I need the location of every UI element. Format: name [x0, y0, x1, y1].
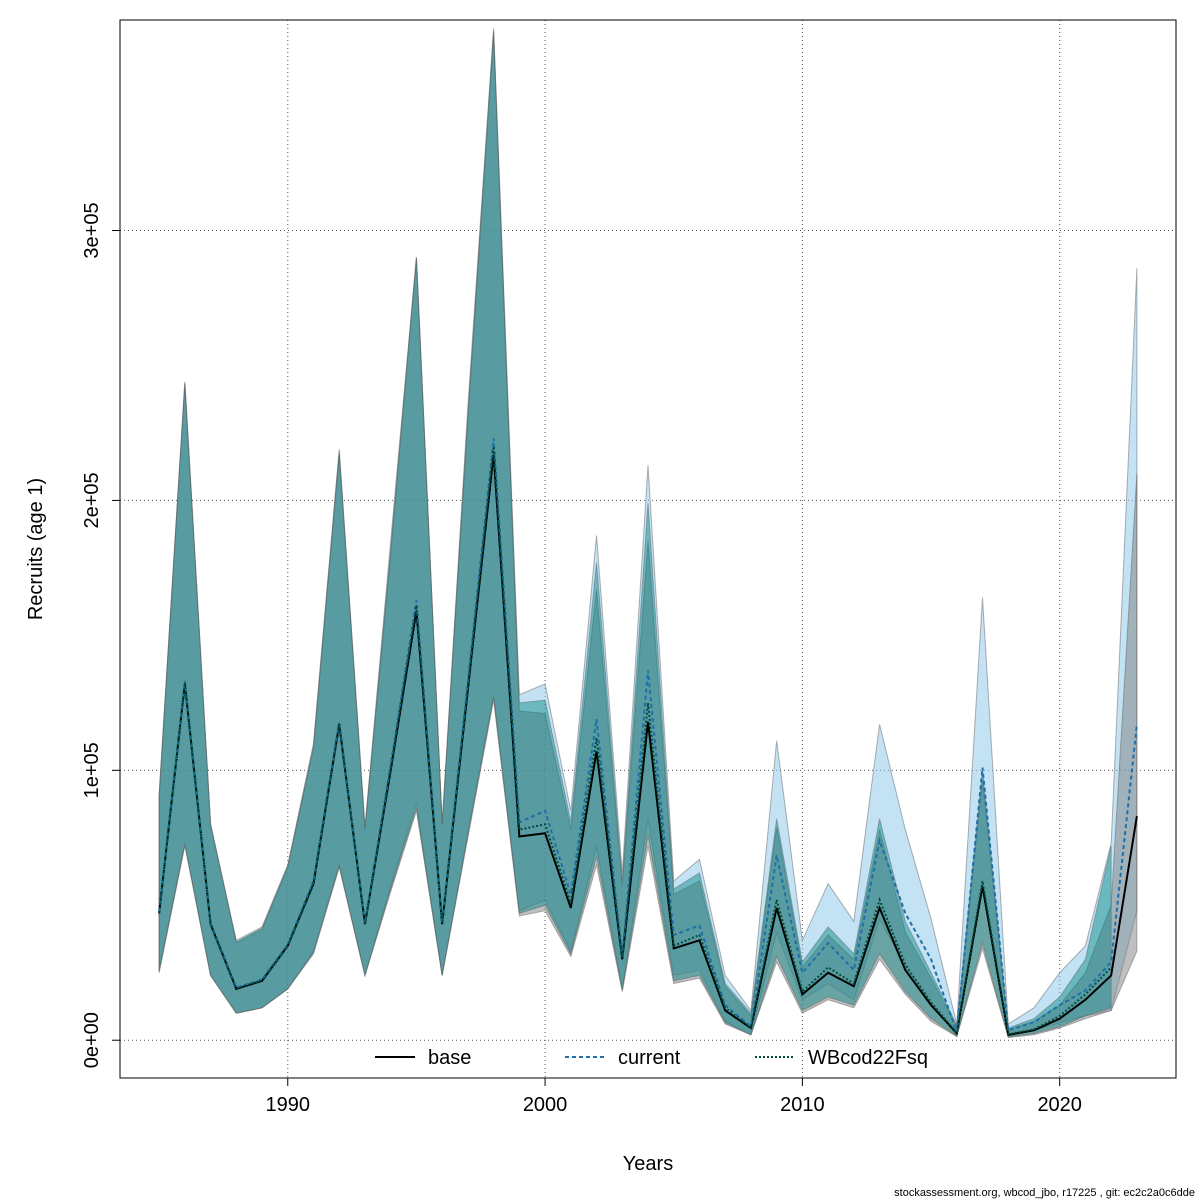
legend-label: base — [428, 1047, 471, 1069]
x-tick-label: 1990 — [266, 1094, 311, 1116]
series-line — [158, 446, 1112, 1036]
x-tick-label: 2010 — [780, 1094, 825, 1116]
footnote: stockassessment.org, wbcod_jbo, r17225 ,… — [894, 1187, 1195, 1199]
legend-label: WBcod22Fsq — [808, 1047, 928, 1069]
plot-frame — [119, 19, 1177, 1079]
x-axis-label: Years — [623, 1153, 673, 1175]
y-tick-label: 3e+05 — [81, 202, 103, 258]
y-axis-label: Recruits (age 1) — [25, 478, 47, 620]
y-tick-label: 2e+05 — [81, 472, 103, 528]
y-tick-label: 0e+00 — [81, 1012, 103, 1068]
confidence-band — [158, 30, 1112, 1038]
y-tick-label: 1e+05 — [81, 742, 103, 798]
legend-label: current — [618, 1047, 681, 1069]
series-line — [158, 454, 1138, 1036]
x-tick-label: 2020 — [1037, 1094, 1082, 1116]
x-tick-label: 2000 — [523, 1094, 568, 1116]
